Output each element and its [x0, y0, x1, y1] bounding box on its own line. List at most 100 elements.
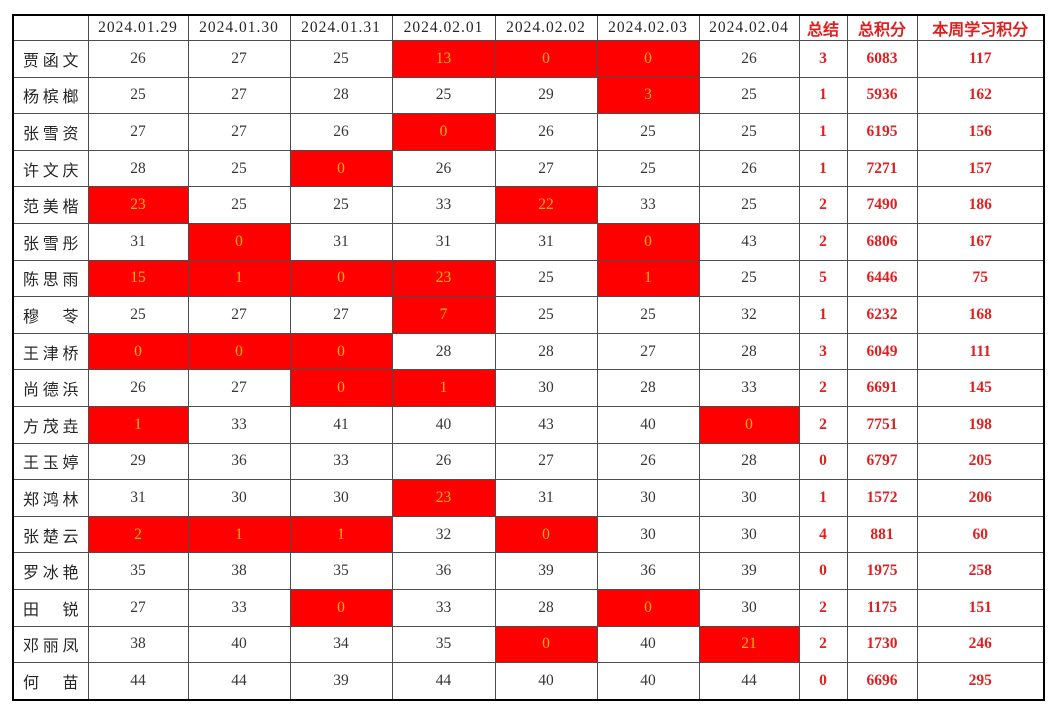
student-name-cell: 邓丽凤	[12, 625, 89, 664]
daily-score-cell: 21	[698, 625, 800, 664]
total-points-cell: 6195	[846, 113, 918, 151]
daily-score-cell: 26	[289, 113, 393, 151]
daily-score-cell: 0	[289, 588, 393, 627]
daily-score-cell: 25	[698, 113, 800, 151]
daily-score-cell: 0	[596, 40, 700, 78]
daily-score-cell: 33	[698, 369, 800, 407]
daily-score-cell: 28	[698, 332, 800, 371]
daily-score-cell: 30	[187, 479, 291, 517]
daily-score-cell: 0	[289, 369, 393, 407]
summary-count-cell: 2	[798, 186, 848, 224]
daily-score-cell: 0	[289, 259, 393, 298]
daily-score-cell: 25	[494, 296, 598, 334]
daily-score-cell: 25	[289, 186, 393, 224]
daily-score-cell: 26	[698, 40, 800, 78]
daily-score-cell: 33	[391, 588, 496, 627]
corner-header-cell	[12, 14, 89, 41]
daily-score-cell: 0	[698, 405, 800, 444]
student-name-cell: 范美楷	[12, 186, 89, 224]
daily-score-cell: 25	[596, 296, 700, 334]
daily-score-cell: 0	[494, 515, 598, 554]
daily-score-cell: 25	[698, 259, 800, 298]
daily-score-cell: 27	[596, 332, 700, 371]
daily-score-cell: 39	[289, 662, 393, 701]
table-row: 郑鸿林 31 30 30 23 31 30 30 1 1572 206	[12, 479, 1045, 517]
total-points-cell: 6696	[846, 662, 918, 701]
total-points-header-cell: 总积分	[846, 14, 918, 41]
daily-score-cell: 1	[187, 259, 291, 298]
week-points-cell: 205	[916, 442, 1045, 481]
date-header-cell: 2024.02.03	[596, 14, 700, 41]
daily-score-cell: 32	[391, 515, 496, 554]
summary-count-cell: 3	[798, 40, 848, 78]
table-row: 穆 苓 25 27 27 7 25 25 32 1 6232 168	[12, 296, 1045, 334]
daily-score-cell: 40	[596, 662, 700, 701]
table-row: 何 苗 44 44 39 44 40 40 44 0 6696 295	[12, 662, 1045, 701]
daily-score-cell: 30	[289, 479, 393, 517]
spreadsheet-area: 2024.01.29 2024.01.30 2024.01.31 2024.02.01…	[12, 14, 1045, 701]
total-points-cell: 1572	[846, 479, 918, 517]
total-points-cell: 6691	[846, 369, 918, 407]
table-row: 张雪资 27 27 26 0 26 25 25 1 6195 156	[12, 113, 1045, 151]
daily-score-cell: 27	[187, 40, 291, 78]
week-points-cell: 60	[916, 515, 1045, 554]
daily-score-cell: 0	[596, 222, 700, 261]
daily-score-cell: 33	[187, 405, 291, 444]
daily-score-cell: 0	[494, 40, 598, 78]
student-name-cell: 郑鸿林	[12, 479, 89, 517]
daily-score-cell: 0	[289, 149, 393, 188]
daily-score-cell: 27	[187, 296, 291, 334]
table-row: 王津桥 0 0 0 28 28 27 28 3 6049 111	[12, 332, 1045, 371]
table-row: 方茂垚 1 33 41 40 43 40 0 2 7751 198	[12, 405, 1045, 444]
daily-score-cell: 28	[698, 442, 800, 481]
daily-score-cell: 31	[494, 479, 598, 517]
daily-score-cell: 38	[87, 625, 189, 664]
daily-score-cell: 33	[289, 442, 393, 481]
daily-score-cell: 28	[289, 76, 393, 115]
daily-score-cell: 0	[391, 113, 496, 151]
student-name-cell: 张楚云	[12, 515, 89, 554]
student-name-cell: 王津桥	[12, 332, 89, 371]
summary-count-cell: 3	[798, 332, 848, 371]
table-row: 尚德浜 26 27 0 1 30 28 33 2 6691 145	[12, 369, 1045, 407]
daily-score-cell: 27	[87, 588, 189, 627]
summary-count-cell: 0	[798, 662, 848, 701]
summary-count-cell: 1	[798, 149, 848, 188]
student-name-cell: 何 苗	[12, 662, 89, 701]
date-header-cell: 2024.02.04	[698, 14, 800, 41]
table-row: 张楚云 2 1 1 32 0 30 30 4 881 60	[12, 515, 1045, 554]
daily-score-cell: 0	[187, 332, 291, 371]
week-points-cell: 186	[916, 186, 1045, 224]
table-row: 邓丽凤 38 40 34 35 0 40 21 2 1730 246	[12, 625, 1045, 664]
daily-score-cell: 0	[87, 332, 189, 371]
daily-score-cell: 25	[391, 76, 496, 115]
student-name-cell: 张雪资	[12, 113, 89, 151]
daily-score-cell: 1	[391, 369, 496, 407]
daily-score-cell: 25	[187, 186, 291, 224]
table-head: 2024.01.29 2024.01.30 2024.01.31 2024.02.01…	[12, 14, 1045, 41]
summary-count-cell: 2	[798, 588, 848, 627]
daily-score-cell: 23	[87, 186, 189, 224]
daily-score-cell: 33	[391, 186, 496, 224]
table-row: 贾函文 26 27 25 13 0 0 26 3 6083 117	[12, 40, 1045, 78]
total-points-cell: 881	[846, 515, 918, 554]
daily-score-cell: 31	[87, 479, 189, 517]
total-points-cell: 6797	[846, 442, 918, 481]
daily-score-cell: 40	[187, 625, 291, 664]
daily-score-cell: 27	[87, 113, 189, 151]
daily-score-cell: 27	[187, 76, 291, 115]
week-points-cell: 295	[916, 662, 1045, 701]
daily-score-cell: 31	[87, 222, 189, 261]
table-row: 罗冰艳 35 38 35 36 39 36 39 0 1975 258	[12, 552, 1045, 590]
summary-count-cell: 2	[798, 222, 848, 261]
student-name-cell: 方茂垚	[12, 405, 89, 444]
table-header-row: 2024.01.29 2024.01.30 2024.01.31 2024.02.01…	[12, 14, 1045, 41]
total-points-cell: 7490	[846, 186, 918, 224]
daily-score-cell: 25	[187, 149, 291, 188]
week-points-cell: 145	[916, 369, 1045, 407]
daily-score-cell: 39	[698, 552, 800, 590]
week-points-cell: 198	[916, 405, 1045, 444]
student-name-cell: 罗冰艳	[12, 552, 89, 590]
student-name-cell: 贾函文	[12, 40, 89, 78]
week-points-cell: 75	[916, 259, 1045, 298]
